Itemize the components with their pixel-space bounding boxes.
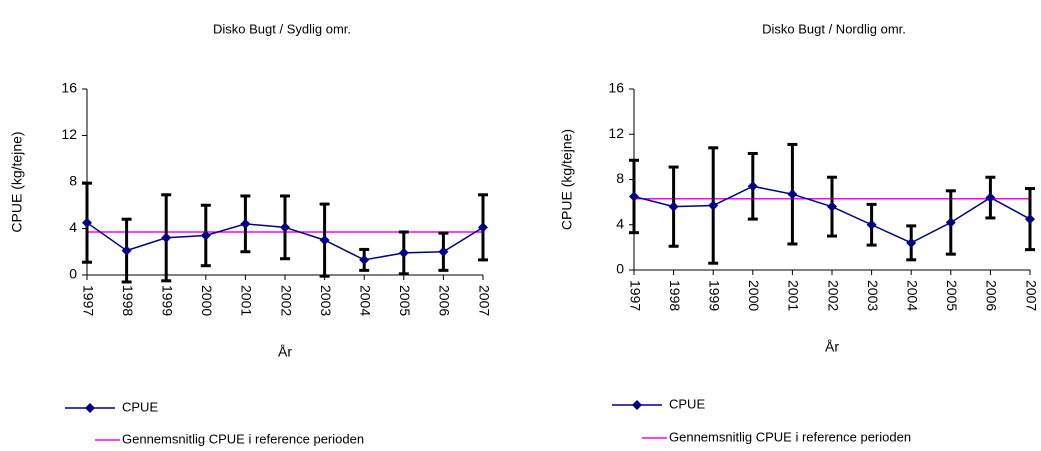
legend-label: CPUE bbox=[669, 396, 705, 411]
y-tick-label: 4 bbox=[69, 219, 77, 235]
y-tick-label: 0 bbox=[69, 266, 77, 282]
x-tick-label: 1997 bbox=[80, 285, 96, 316]
x-tick-label: 1997 bbox=[627, 280, 643, 311]
y-tick-label: 8 bbox=[616, 170, 624, 186]
x-tick-label: 2006 bbox=[984, 280, 1000, 311]
marker bbox=[866, 219, 877, 230]
marker bbox=[319, 235, 330, 246]
x-axis-label: År bbox=[825, 339, 839, 355]
x-tick-label: 1998 bbox=[667, 280, 683, 311]
marker bbox=[708, 200, 719, 211]
marker bbox=[985, 192, 996, 203]
marker bbox=[827, 201, 837, 212]
x-tick-label: 2006 bbox=[437, 285, 453, 316]
x-tick-label: 2007 bbox=[1023, 280, 1039, 311]
x-tick-label: 2001 bbox=[786, 280, 802, 311]
x-tick-label: 1998 bbox=[120, 285, 136, 316]
y-tick-label: 16 bbox=[608, 80, 624, 96]
x-tick-label: 2001 bbox=[239, 285, 255, 316]
x-tick-label: 2003 bbox=[865, 280, 881, 311]
marker bbox=[906, 237, 917, 248]
y-tick-label: 16 bbox=[61, 80, 77, 96]
y-axis-label: CPUE (kg/tejne) bbox=[9, 131, 25, 232]
x-tick-label: 1999 bbox=[706, 280, 722, 311]
x-tick-label: 2004 bbox=[904, 280, 920, 311]
legend-label: Gennemsnitlig CPUE i reference perioden bbox=[122, 431, 364, 446]
marker bbox=[787, 189, 798, 200]
marker bbox=[161, 232, 172, 243]
marker bbox=[121, 245, 132, 256]
x-tick-label: 2004 bbox=[357, 285, 373, 316]
marker bbox=[668, 201, 679, 212]
x-tick-label: 1999 bbox=[159, 285, 175, 316]
x-tick-label: 2003 bbox=[318, 285, 334, 316]
marker bbox=[240, 218, 251, 229]
marker bbox=[478, 222, 488, 233]
marker bbox=[359, 254, 370, 265]
marker bbox=[1025, 214, 1035, 225]
chart-title: Disko Bugt / Sydlig omr. bbox=[213, 21, 351, 36]
marker bbox=[438, 246, 449, 257]
x-tick-label: 2005 bbox=[944, 280, 960, 311]
legend-label: Gennemsnitlig CPUE i reference perioden bbox=[669, 429, 911, 444]
y-tick-label: 0 bbox=[616, 261, 624, 277]
marker bbox=[82, 217, 92, 228]
x-tick-label: 2000 bbox=[199, 285, 215, 316]
x-tick-label: 2002 bbox=[278, 285, 294, 316]
y-tick-label: 12 bbox=[608, 125, 624, 141]
marker bbox=[747, 181, 758, 192]
y-tick-label: 4 bbox=[616, 215, 624, 231]
x-axis-label: År bbox=[278, 344, 292, 360]
y-axis-label: CPUE (kg/tejne) bbox=[559, 129, 575, 230]
marker bbox=[280, 222, 290, 233]
x-tick-label: 2002 bbox=[825, 280, 841, 311]
marker bbox=[629, 191, 639, 202]
x-tick-label: 2007 bbox=[476, 285, 492, 316]
y-tick-label: 12 bbox=[61, 126, 77, 142]
legend-marker bbox=[632, 400, 642, 410]
y-tick-label: 8 bbox=[69, 173, 77, 189]
legend-label: CPUE bbox=[122, 399, 158, 414]
marker bbox=[945, 217, 956, 228]
marker bbox=[398, 247, 409, 258]
x-tick-label: 2000 bbox=[746, 280, 762, 311]
chart-title: Disko Bugt / Nordlig omr. bbox=[762, 21, 906, 36]
legend-marker bbox=[85, 403, 95, 413]
marker bbox=[200, 230, 211, 241]
x-tick-label: 2005 bbox=[397, 285, 413, 316]
